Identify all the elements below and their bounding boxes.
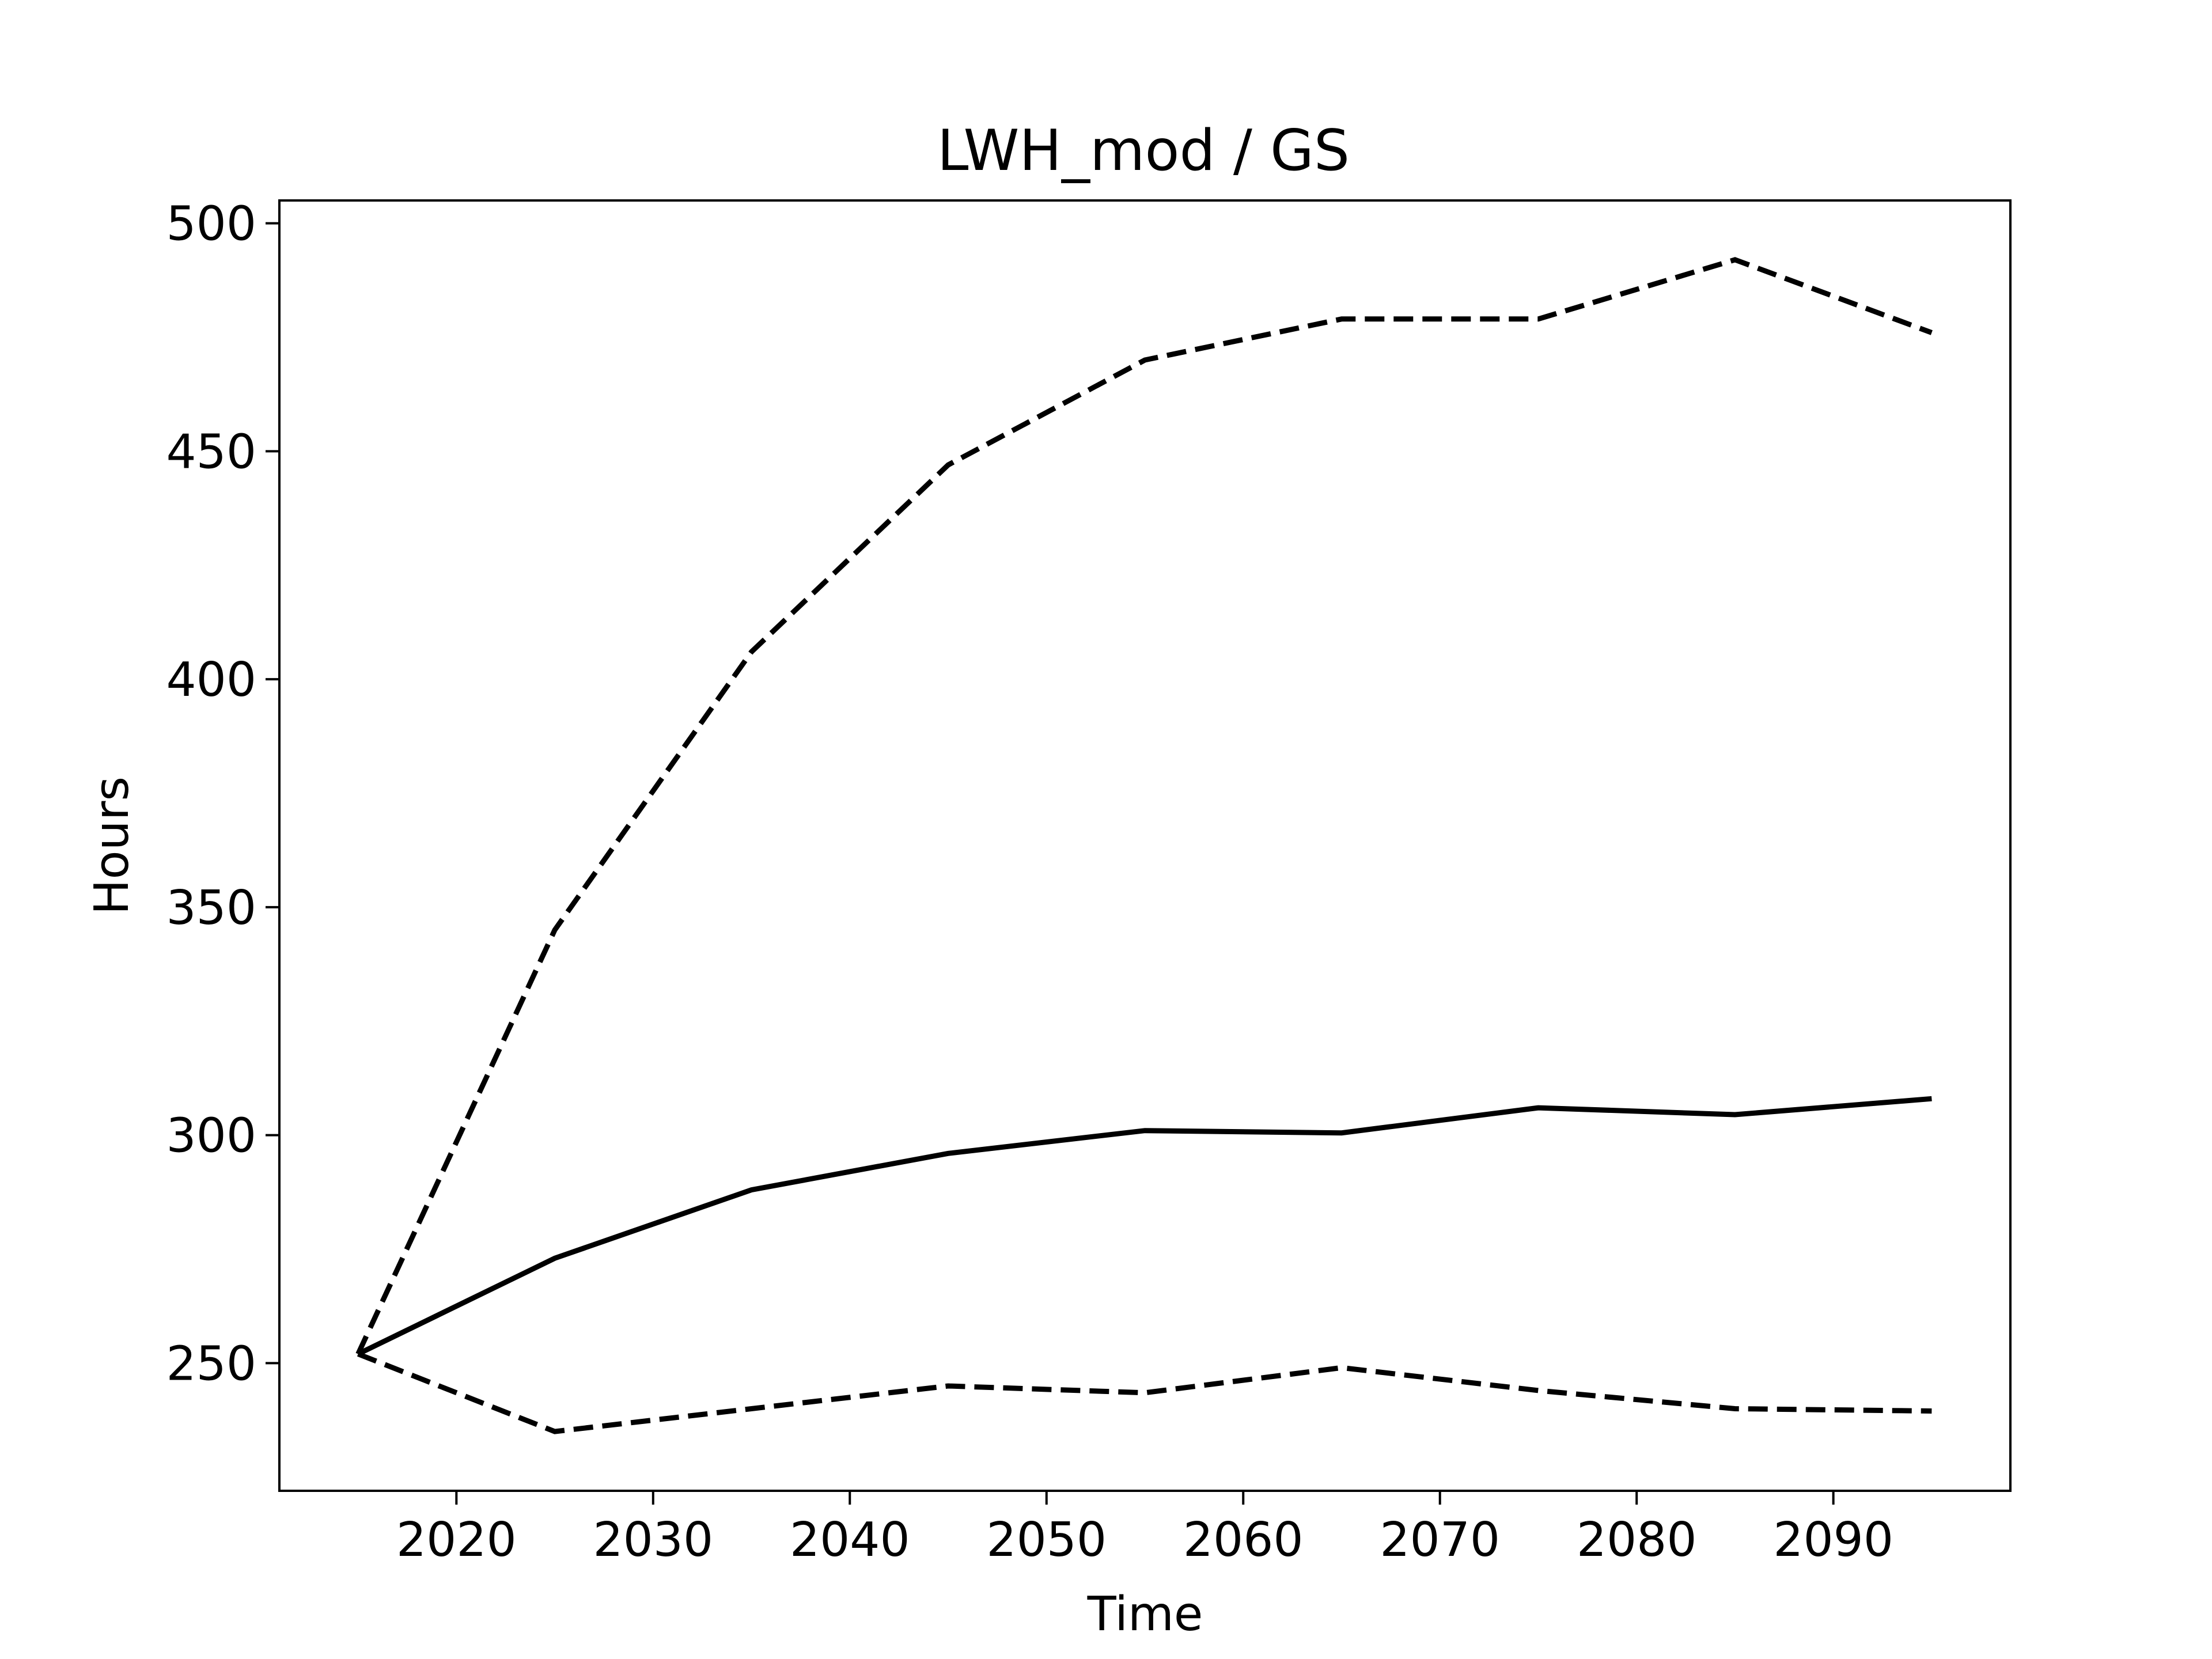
y-axis-title: Hours	[85, 777, 139, 915]
x-tick-label: 2080	[1577, 1513, 1697, 1567]
x-tick-label: 2040	[790, 1513, 910, 1567]
series-line-3-dashed	[357, 1351, 1932, 1434]
y-tick-label: 250	[166, 1336, 256, 1391]
x-tick-label: 2050	[986, 1513, 1107, 1567]
y-tick-label: 450	[166, 425, 256, 479]
y-tick-label: 350	[166, 881, 256, 935]
plot-area-frame	[278, 199, 2012, 1492]
x-axis-title: Time	[1087, 1587, 1203, 1642]
chart-title: LWH_mod / GS	[937, 118, 1350, 184]
series-layer	[355, 257, 1933, 1434]
x-tick-label: 2030	[593, 1513, 713, 1567]
x-tick-label: 2090	[1773, 1513, 1893, 1567]
y-axis: 250 300 350 400 450 500	[166, 197, 279, 1391]
x-tick-label: 2060	[1183, 1513, 1304, 1567]
y-tick-label: 400	[166, 653, 256, 707]
x-tick-label: 2070	[1380, 1513, 1500, 1567]
y-tick-label: 500	[166, 197, 256, 252]
x-axis: 2020 2030 2040 2050 2060 2070 2080 2090	[396, 1491, 1893, 1567]
series-line-2-solid	[357, 1096, 1932, 1357]
series-line-1-dashed	[355, 257, 1933, 1355]
x-tick-label: 2020	[396, 1513, 517, 1567]
y-tick-label: 300	[166, 1109, 256, 1164]
